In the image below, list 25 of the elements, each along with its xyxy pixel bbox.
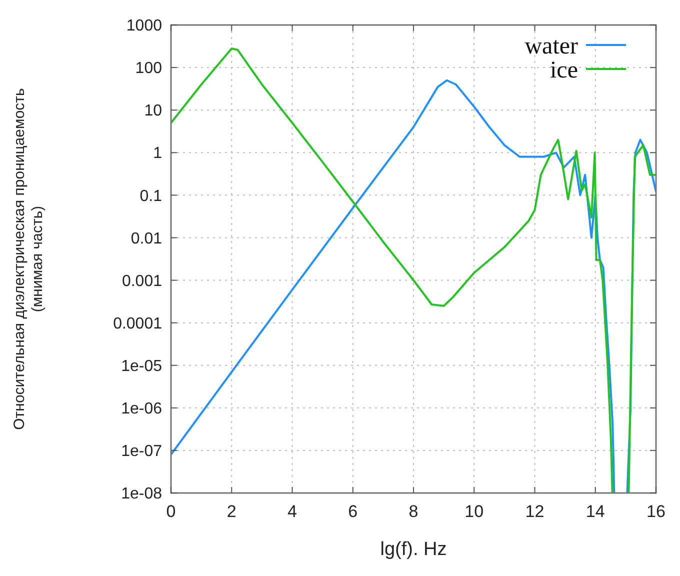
x-tick-label: 16 [646, 502, 666, 521]
y-tick-label: 1000 [126, 18, 162, 35]
x-tick-label: 4 [288, 502, 297, 521]
x-tick-label: 12 [525, 502, 544, 521]
y-tick-label: 1e-07 [121, 443, 162, 460]
x-tick-label: 6 [348, 502, 358, 521]
y-axis-title: Относительная диэлектрическая проницаемость (мнимая часть) [11, 88, 46, 430]
x-tick-label: 8 [408, 502, 418, 521]
x-axis-title: lg(f). Hz [380, 539, 447, 560]
legend-label: water [524, 33, 578, 60]
y-tick-label: 10 [144, 102, 162, 120]
legend-label: ice [550, 57, 578, 84]
y-tick-label: 0.001 [122, 272, 162, 290]
x-tick-label: 2 [226, 502, 236, 521]
y-tick-label: 1e-05 [121, 358, 162, 375]
y-tick-label: 1e-08 [121, 486, 162, 503]
x-tick-label: 0 [166, 502, 176, 521]
y-tick-label: 100 [135, 60, 162, 78]
y-tick-label: 0.1 [140, 188, 162, 205]
x-tick-label: 10 [464, 502, 484, 521]
y-tick-label: 1e-06 [121, 400, 162, 418]
x-tick-label: 14 [586, 502, 605, 521]
y-tick-label: 0.0001 [113, 315, 162, 332]
y-tick-label: 0.01 [130, 230, 162, 248]
y-tick-label: 1 [153, 145, 162, 162]
